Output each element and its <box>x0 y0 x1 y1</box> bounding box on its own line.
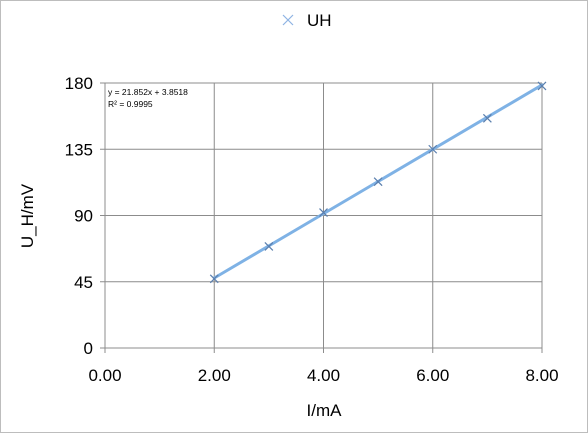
y-tick-label-3: 135 <box>65 140 93 159</box>
data-point-0-5 <box>482 113 492 123</box>
y-axis-title: U_H/mV <box>18 183 37 248</box>
trendline-equation-label: y = 21.852x + 3.8518 <box>108 87 188 97</box>
data-point-0-0 <box>209 274 219 284</box>
x-tick-label-1: 2.00 <box>198 366 231 385</box>
axes <box>100 82 543 353</box>
x-tick-label-2: 4.00 <box>307 366 340 385</box>
trendline-equation: y = 21.852x + 3.8518 R² = 0.9995 <box>108 87 188 109</box>
x-tick-label-0: 0.00 <box>88 366 121 385</box>
data-point-0-2 <box>319 208 328 217</box>
y-tick-label-2: 90 <box>74 207 93 226</box>
data-point-0-6 <box>537 81 547 91</box>
y-tick-label-0: 0 <box>84 339 93 358</box>
legend-entry-uh: UH <box>307 11 332 30</box>
legend-x-icon <box>282 14 294 26</box>
x-tick-label-3: 6.00 <box>416 366 449 385</box>
grid-lines <box>105 82 543 348</box>
x-tick-label-4: 8.00 <box>525 366 558 385</box>
data-point-0-4 <box>428 144 438 154</box>
y-tick-label-4: 180 <box>65 74 93 93</box>
data-point-0-1 <box>264 241 274 251</box>
x-axis-title: I/mA <box>307 401 343 420</box>
y-tick-label-1: 45 <box>74 273 93 292</box>
data-markers <box>209 81 547 284</box>
tick-labels: 0 45 90 135 180 0.00 2.00 4.00 6.00 8.00 <box>65 74 559 385</box>
trendline-r2-label: R² = 0.9995 <box>108 99 153 109</box>
legend-marker-x-icon <box>282 14 294 26</box>
legend: UH <box>282 11 332 30</box>
data-point-0-3 <box>373 177 383 187</box>
